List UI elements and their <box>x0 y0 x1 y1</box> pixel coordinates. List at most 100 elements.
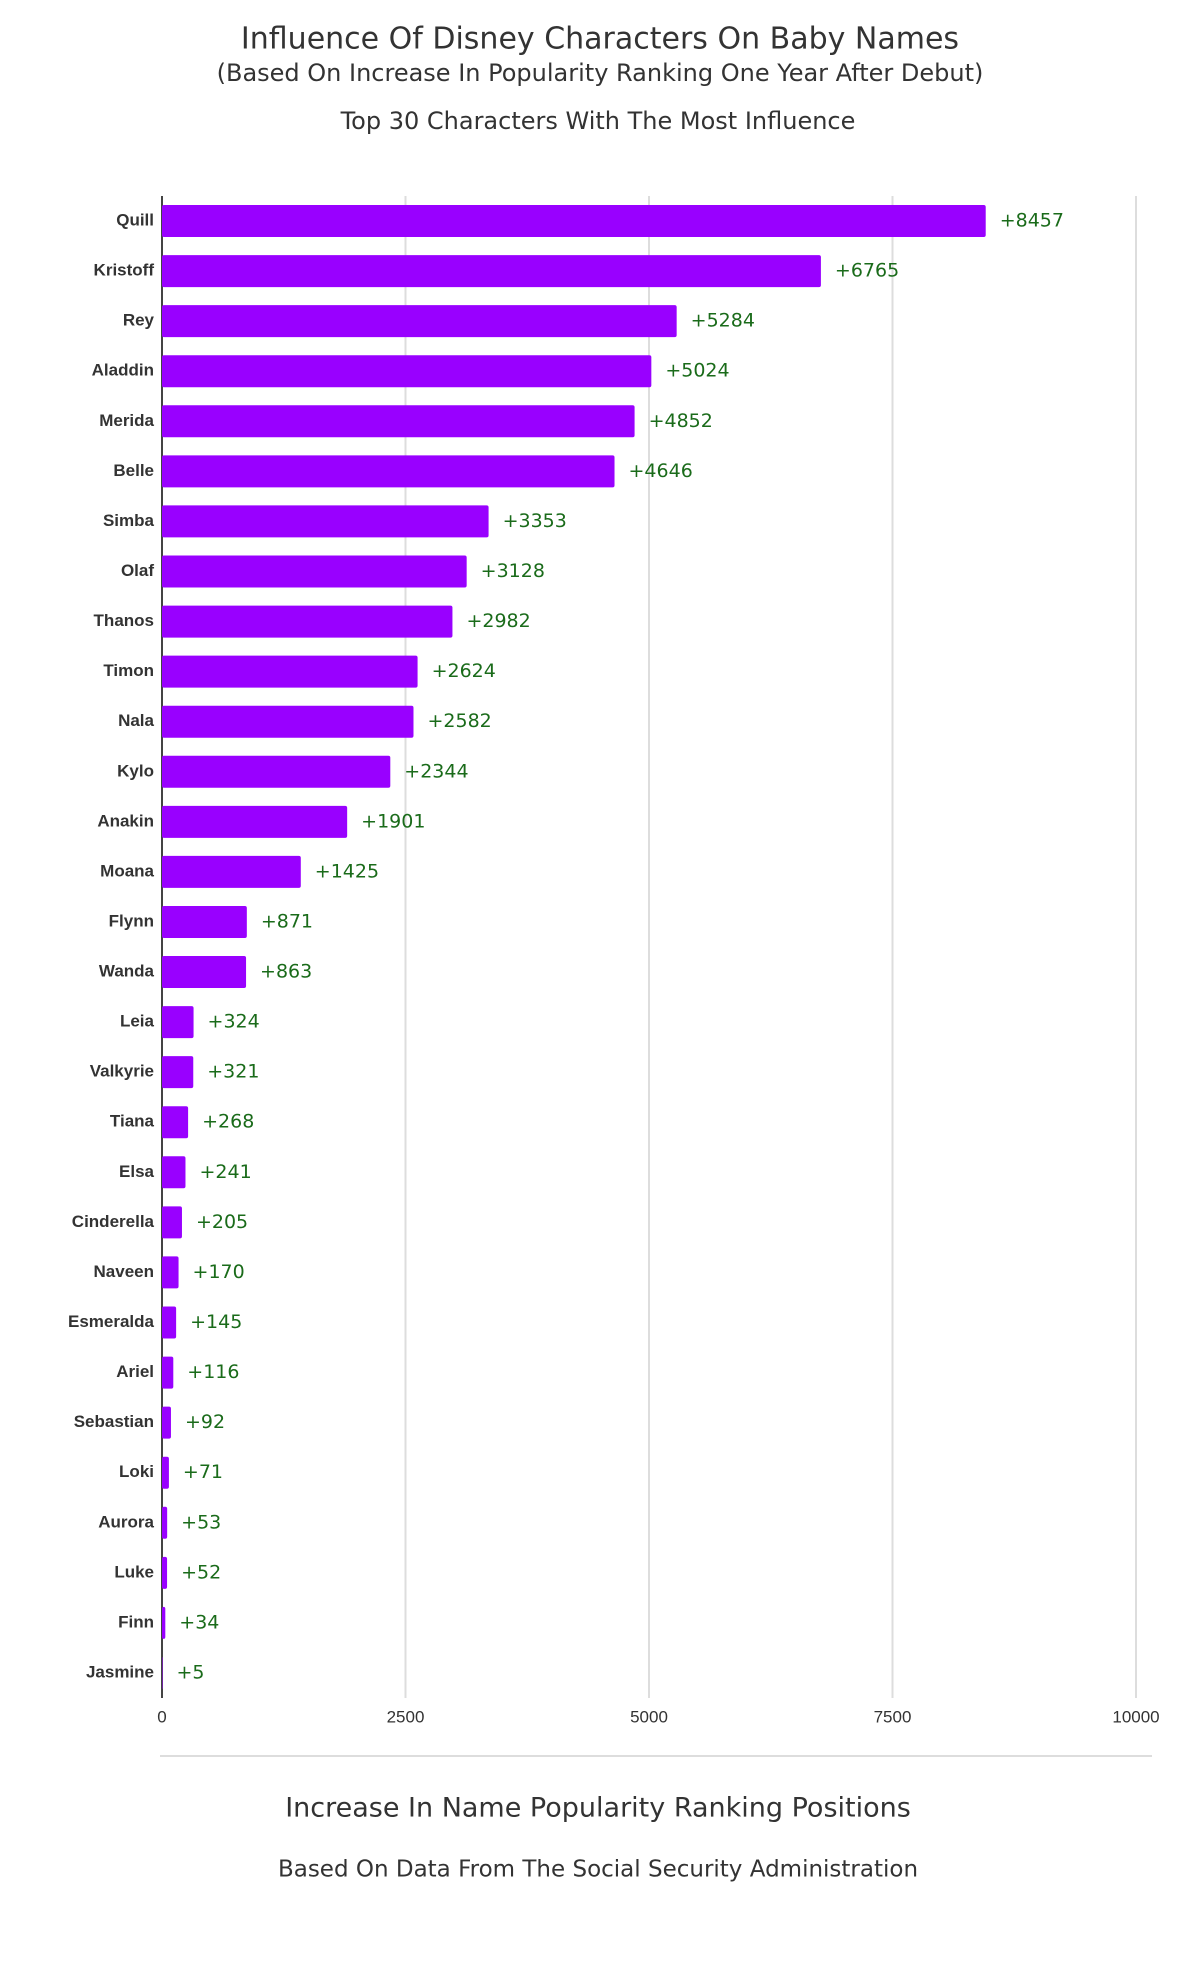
bar <box>162 805 348 838</box>
value-label: +3128 <box>481 560 545 582</box>
value-label: +34 <box>179 1611 219 1633</box>
bar <box>162 1556 168 1589</box>
value-label: +3353 <box>503 510 567 532</box>
bar <box>162 1006 194 1039</box>
y-tick-label: Tiana <box>110 1112 155 1131</box>
y-tick-label: Olaf <box>121 561 154 580</box>
value-label: +170 <box>193 1261 245 1283</box>
y-tick-label: Ariel <box>116 1362 154 1381</box>
y-tick-label: Cinderella <box>72 1212 155 1231</box>
x-tick-label: 7500 <box>874 1707 912 1726</box>
bar <box>162 555 467 588</box>
bar <box>162 1456 169 1489</box>
bar <box>162 1206 182 1239</box>
bar <box>162 405 635 438</box>
y-tick-label: Wanda <box>99 962 155 981</box>
value-label: +1425 <box>315 860 379 882</box>
y-tick-label: Moana <box>100 861 154 880</box>
value-label: +52 <box>181 1561 221 1583</box>
chart-title: Influence Of Disney Characters On Baby N… <box>241 22 959 57</box>
value-label: +5024 <box>665 360 729 382</box>
value-label: +4646 <box>629 460 693 482</box>
bar <box>162 1256 179 1289</box>
bar <box>162 205 986 238</box>
bar <box>162 1156 186 1189</box>
bar <box>162 605 453 638</box>
bar <box>162 956 247 989</box>
bar <box>162 305 677 338</box>
bar <box>162 1056 194 1089</box>
value-label: +2624 <box>432 660 496 682</box>
x-tick-label: 10000 <box>1112 1707 1159 1726</box>
y-tick-label: Kristoff <box>94 261 155 280</box>
bar <box>162 255 821 288</box>
value-label: +53 <box>181 1511 221 1533</box>
y-tick-label: Rey <box>123 311 155 330</box>
y-tick-label: Naveen <box>94 1262 154 1281</box>
y-tick-label: Esmeralda <box>68 1312 155 1331</box>
x-tick-label: 5000 <box>630 1707 668 1726</box>
value-label: +324 <box>208 1011 260 1033</box>
value-label: +92 <box>185 1411 225 1433</box>
y-tick-label: Belle <box>113 461 154 480</box>
value-label: +2582 <box>427 710 491 732</box>
value-label: +116 <box>187 1361 239 1383</box>
bar <box>162 355 652 388</box>
y-tick-label: Valkyrie <box>90 1062 154 1081</box>
bar <box>162 1306 177 1339</box>
bar <box>162 1606 166 1639</box>
y-tick-label: Loki <box>119 1462 154 1481</box>
bar <box>162 1356 174 1389</box>
value-label: +5284 <box>691 310 755 332</box>
value-label: +1901 <box>361 810 425 832</box>
y-tick-label: Aurora <box>98 1512 154 1531</box>
value-label: +4852 <box>649 410 713 432</box>
y-tick-label: Aladdin <box>92 361 154 380</box>
chart-subtitle: (Based On Increase In Popularity Ranking… <box>217 59 984 87</box>
y-tick-label: Thanos <box>94 611 154 630</box>
y-tick-label: Merida <box>99 411 154 430</box>
value-label: +2982 <box>466 610 530 632</box>
value-label: +71 <box>183 1461 223 1483</box>
x-tick-label: 2500 <box>387 1707 425 1726</box>
bar <box>162 705 414 738</box>
y-tick-label: Anakin <box>97 811 154 830</box>
bar <box>162 505 489 538</box>
value-label: +241 <box>199 1161 251 1183</box>
y-tick-label: Sebastian <box>74 1412 154 1431</box>
value-label: +268 <box>202 1111 254 1133</box>
value-label: +871 <box>261 910 313 932</box>
value-label: +5 <box>176 1661 204 1683</box>
value-label: +205 <box>196 1211 248 1233</box>
y-tick-label: Quill <box>116 211 154 230</box>
value-label: +2344 <box>404 760 468 782</box>
bar <box>162 455 615 488</box>
chart-description: Top 30 Characters With The Most Influenc… <box>340 107 856 135</box>
bar <box>162 855 301 888</box>
y-tick-label: Finn <box>118 1612 154 1631</box>
x-tick-label: 0 <box>157 1707 166 1726</box>
y-tick-label: Kylo <box>117 761 154 780</box>
bar <box>162 655 418 688</box>
bar <box>162 1506 168 1539</box>
bar <box>162 1406 171 1439</box>
value-label: +8457 <box>1000 210 1064 232</box>
x-axis-title: Increase In Name Popularity Ranking Posi… <box>285 1793 911 1824</box>
y-tick-label: Luke <box>114 1562 154 1581</box>
value-label: +321 <box>207 1061 259 1083</box>
y-tick-label: Flynn <box>109 911 154 930</box>
value-label: +863 <box>260 961 312 983</box>
y-tick-label: Simba <box>103 511 155 530</box>
bar <box>162 1106 189 1139</box>
y-tick-label: Leia <box>120 1012 155 1031</box>
bar <box>162 905 247 938</box>
y-tick-label: Elsa <box>119 1162 155 1181</box>
source: Based On Data From The Social Security A… <box>278 1857 918 1883</box>
bar <box>162 755 391 788</box>
y-tick-label: Timon <box>103 661 154 680</box>
y-tick-label: Nala <box>118 711 154 730</box>
value-label: +145 <box>190 1311 242 1333</box>
value-label: +6765 <box>835 260 899 282</box>
y-tick-label: Jasmine <box>86 1662 154 1681</box>
